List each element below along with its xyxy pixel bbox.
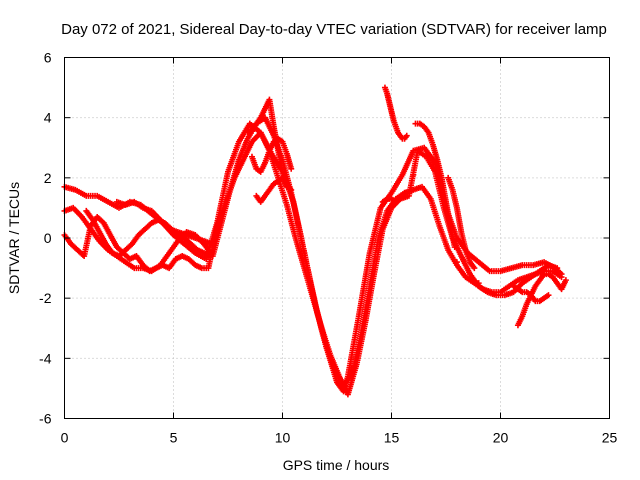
data-point (410, 171, 417, 178)
data-point (401, 189, 408, 196)
data-point (471, 265, 478, 272)
data-point (403, 132, 410, 139)
data-point (283, 183, 290, 190)
y-tick-label: -6 (39, 411, 52, 427)
data-point (554, 265, 561, 272)
y-tick-label: -4 (39, 350, 52, 366)
data-point (558, 274, 565, 281)
x-axis-label: GPS time / hours (283, 457, 390, 473)
x-tick-label: 10 (275, 430, 291, 446)
data-point (288, 165, 295, 172)
y-tick-label: 6 (44, 50, 52, 66)
data-points (61, 84, 569, 398)
x-tick-label: 25 (602, 430, 618, 446)
y-tick-label: 0 (44, 230, 52, 246)
data-point (453, 259, 460, 266)
data-point (475, 280, 482, 287)
x-tick-label: 15 (384, 430, 400, 446)
chart-title: Day 072 of 2021, Sidereal Day-to-day VTE… (61, 21, 607, 38)
axis-ticks: 0 5 10 15 20 25 -6 -4 -2 0 2 4 6 (39, 50, 617, 446)
data-point (562, 277, 569, 284)
y-tick-label: 4 (44, 110, 52, 126)
x-tick-label: 20 (493, 430, 509, 446)
data-point (451, 244, 458, 251)
data-point (545, 292, 552, 299)
y-tick-label: 2 (44, 170, 52, 186)
x-tick-label: 5 (170, 430, 178, 446)
data-point (288, 186, 295, 193)
y-axis-label: SDTVAR / TECUs (6, 182, 22, 294)
data-point (207, 253, 214, 260)
x-tick-label: 0 (61, 430, 69, 446)
data-point (209, 241, 216, 248)
y-tick-label: -2 (39, 290, 52, 306)
